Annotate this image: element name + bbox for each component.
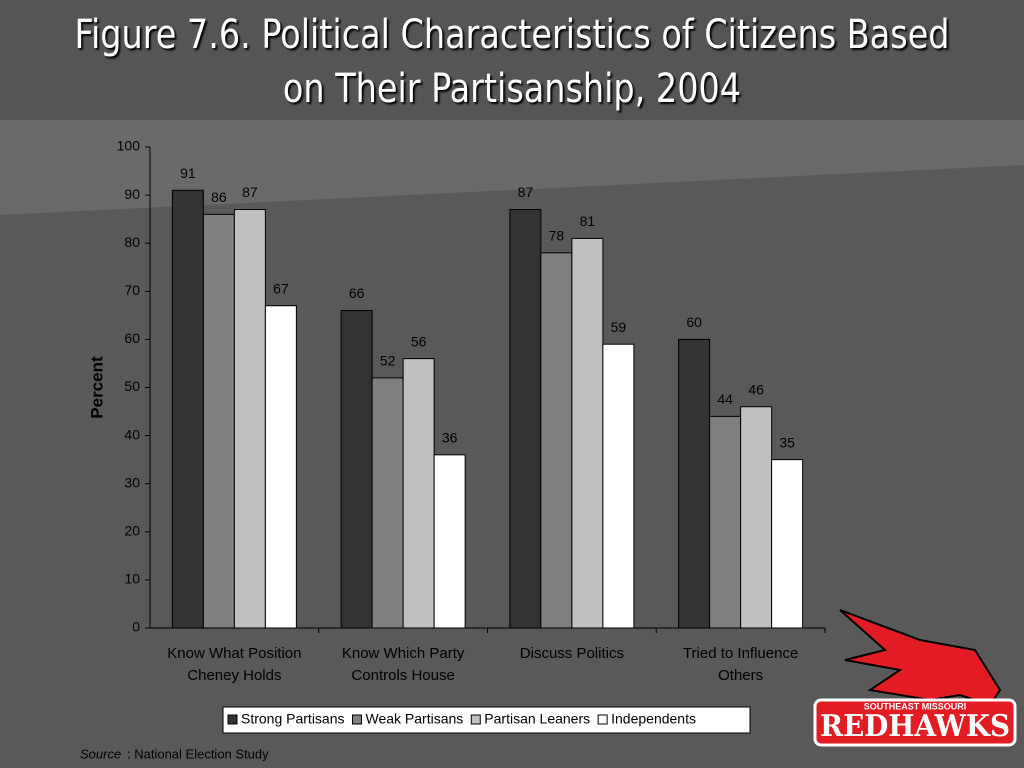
data-label: 59 — [611, 319, 627, 335]
y-tick-label: 30 — [124, 474, 140, 490]
data-label: 86 — [211, 189, 227, 205]
bar — [740, 406, 773, 629]
bg-top — [0, 0, 1024, 120]
data-label: 36 — [442, 430, 458, 446]
plot: 0 10 20 30 40 50 60 70 80 90 100 Percent 91 86 87 67 66 5… — [87, 138, 826, 635]
data-label: 44 — [717, 391, 733, 407]
y-tick-label: 20 — [124, 523, 140, 539]
x-tick-label: Tried to Influence Others — [682, 645, 799, 684]
data-label: 56 — [411, 333, 427, 349]
bar — [571, 237, 604, 629]
y-tick-label: 10 — [124, 571, 140, 587]
y-tick-label: 70 — [124, 282, 140, 298]
chart-title: Figure 7.6. Political Characteristics of… — [74, 12, 950, 112]
data-label: 78 — [549, 228, 565, 244]
data-label: 66 — [349, 285, 365, 301]
bar — [233, 209, 266, 629]
legend-swatch — [227, 714, 238, 725]
data-label: 52 — [380, 353, 396, 369]
bar — [709, 415, 742, 629]
x-tick-label: Discuss Politics — [519, 645, 624, 662]
y-tick-label: 100 — [117, 138, 141, 154]
legend-label: Weak Partisans — [366, 711, 464, 727]
legend-swatch — [597, 714, 608, 725]
data-label: 91 — [180, 165, 196, 181]
source-text: : National Election Study — [127, 746, 269, 761]
bar — [678, 338, 711, 629]
bar — [602, 343, 635, 629]
bar — [771, 459, 804, 629]
legend-label: Partisan Leaners — [484, 711, 590, 727]
y-tick-label: 0 — [132, 619, 140, 635]
bg-band — [0, 120, 1024, 215]
y-tick-label: 40 — [124, 426, 140, 442]
legend-label: Strong Partisans — [241, 711, 345, 727]
data-label: 81 — [580, 213, 596, 229]
data-label: 87 — [518, 184, 534, 200]
data-label: 35 — [779, 434, 795, 450]
x-tick-label: Know Which Party Controls House — [341, 645, 465, 684]
legend-box — [222, 706, 751, 734]
legend-label: Independents — [611, 711, 696, 727]
logo: SOUTHEAST MISSOURI REDHAWKS — [813, 609, 1017, 747]
bar — [171, 189, 204, 629]
bar — [509, 209, 542, 629]
data-label: 46 — [748, 381, 764, 397]
y-tick-label: 80 — [124, 234, 140, 250]
bar — [433, 454, 466, 629]
logo-plate — [813, 698, 1017, 747]
y-tick-label: 90 — [124, 186, 140, 202]
bar — [371, 377, 404, 629]
source-label: Source — [80, 746, 121, 761]
logo-top: SOUTHEAST MISSOURI — [864, 701, 967, 711]
bar — [202, 213, 235, 629]
legend-swatch — [470, 714, 481, 725]
legend-swatch — [352, 714, 362, 725]
logo-name: REDHAWKS — [820, 709, 1010, 744]
data-label: 87 — [242, 184, 258, 200]
bar — [264, 305, 297, 629]
data-label: 60 — [686, 314, 702, 330]
x-tick-label: Know What Position Cheney Holds — [167, 645, 302, 684]
y-axis-label: Percent — [87, 356, 106, 419]
bar — [540, 252, 573, 629]
logo-bird — [839, 609, 1002, 707]
y-tick-label: 50 — [124, 378, 140, 394]
bar — [402, 358, 435, 629]
y-tick-label: 60 — [124, 330, 140, 346]
data-label: 67 — [273, 280, 289, 296]
bar — [340, 310, 373, 629]
